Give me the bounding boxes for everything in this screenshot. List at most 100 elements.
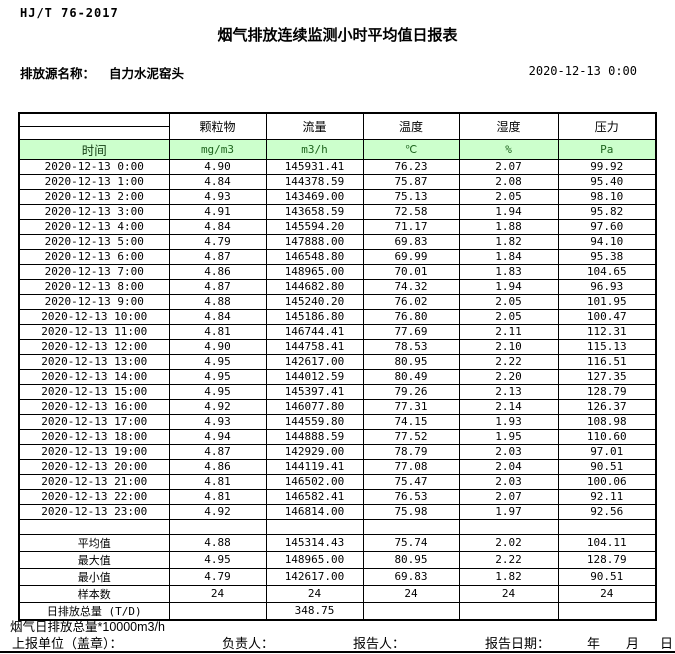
value-cell-3: 1.94: [458, 278, 559, 295]
value-cell-3: 1.97: [458, 503, 559, 520]
value-cell-2: 76.02: [362, 293, 460, 310]
value-cell-4: [557, 518, 657, 535]
summary-row: 样本数 24 24 24 24 24: [18, 584, 657, 603]
value-cell-3: 2.07: [458, 158, 559, 175]
time-cell: [18, 518, 170, 535]
value-cell-4: 128.79: [557, 383, 657, 400]
value-cell-0: 4.81: [168, 488, 267, 505]
value-cell-4: 97.60: [557, 218, 657, 235]
summary-row: 最小值 4.79 142617.00 69.83 1.82 90.51: [18, 567, 657, 586]
unit-temperature: ℃: [362, 138, 460, 160]
time-header-top-cell: [18, 112, 170, 127]
table-row: 2020-12-13 5:00 4.79 147888.00 69.83 1.82 94.…: [18, 233, 657, 250]
value-cell-4: 100.06: [557, 473, 657, 490]
header-row-top: 颗粒物 流量 温度 湿度 压力: [18, 112, 657, 140]
value-cell-1: 144559.80: [265, 413, 364, 430]
reporter-label: 报告人：: [353, 636, 406, 651]
value-cell-3: 2.08: [458, 173, 559, 190]
value-cell-2: 80.49: [362, 368, 460, 385]
value-cell-4: 24: [557, 584, 657, 603]
table-row: 2020-12-13 2:00 4.93 143469.00 75.13 2.05 98.…: [18, 188, 657, 205]
time-cell: 2020-12-13 1:00: [18, 173, 170, 190]
value-cell-1: 142617.00: [265, 567, 364, 586]
unit-humidity: %: [458, 138, 559, 160]
value-cell-3: 1.88: [458, 218, 559, 235]
time-cell: 2020-12-13 14:00: [18, 368, 170, 385]
value-cell-0: 4.88: [168, 533, 267, 552]
value-cell-3: 2.05: [458, 188, 559, 205]
value-cell-0: 4.84: [168, 218, 267, 235]
value-cell-0: 4.79: [168, 567, 267, 586]
value-cell-2: 78.53: [362, 338, 460, 355]
value-cell-2: 79.26: [362, 383, 460, 400]
time-cell: 2020-12-13 12:00: [18, 338, 170, 355]
value-cell-4: 90.51: [557, 567, 657, 586]
value-cell-2: 75.13: [362, 188, 460, 205]
value-cell-1: 142617.00: [265, 353, 364, 370]
value-cell-4: 98.10: [557, 188, 657, 205]
table-row: 2020-12-13 9:00 4.88 145240.20 76.02 2.05 101…: [18, 293, 657, 310]
table-row: 2020-12-13 16:00 4.92 146077.80 77.31 2.14 12…: [18, 398, 657, 415]
value-cell-3: 2.13: [458, 383, 559, 400]
value-cell-4: 101.95: [557, 293, 657, 310]
time-cell: 2020-12-13 0:00: [18, 158, 170, 175]
value-cell-1: 144012.59: [265, 368, 364, 385]
summary-label-cell: 样本数: [18, 584, 170, 603]
time-cell: 2020-12-13 13:00: [18, 353, 170, 370]
value-cell-2: 80.95: [362, 550, 460, 569]
value-cell-3: 1.82: [458, 567, 559, 586]
month-label: 月: [626, 636, 640, 651]
value-cell-3: 1.94: [458, 203, 559, 220]
table-row: 2020-12-13 18:00 4.94 144888.59 77.52 1.95 11…: [18, 428, 657, 445]
value-cell-1: 146744.41: [265, 323, 364, 340]
value-cell-3: [458, 518, 559, 535]
value-cell-1: 146582.41: [265, 488, 364, 505]
value-cell-4: 116.51: [557, 353, 657, 370]
value-cell-0: 4.87: [168, 278, 267, 295]
day-label: 日: [660, 636, 674, 651]
value-cell-4: 100.47: [557, 308, 657, 325]
value-cell-4: [557, 601, 657, 620]
value-cell-2: 71.17: [362, 218, 460, 235]
value-cell-2: 75.74: [362, 533, 460, 552]
report-title: 烟气排放连续监测小时平均值日报表: [217, 27, 458, 44]
report-table: 颗粒物 流量 温度 湿度 压力 时间 mg/m3 m3/h ℃ % Pa 202…: [18, 112, 657, 621]
value-cell-1: 145931.41: [265, 158, 364, 175]
time-cell: 2020-12-13 2:00: [18, 188, 170, 205]
value-cell-3: 1.84: [458, 248, 559, 265]
value-cell-1: 144119.41: [265, 458, 364, 475]
value-cell-1: 348.75: [265, 601, 364, 620]
value-cell-1: 146077.80: [265, 398, 364, 415]
summary-row: 平均值 4.88 145314.43 75.74 2.02 104.11: [18, 533, 657, 552]
manager-label: 负责人：: [222, 636, 275, 651]
table-row: 2020-12-13 22:00 4.81 146582.41 76.53 2.07 92…: [18, 488, 657, 505]
value-cell-0: 4.87: [168, 443, 267, 460]
value-cell-3: 1.82: [458, 233, 559, 250]
value-cell-2: 75.87: [362, 173, 460, 190]
value-cell-3: 2.22: [458, 550, 559, 569]
table-row: 2020-12-13 6:00 4.87 146548.80 69.99 1.84 95.…: [18, 248, 657, 265]
value-cell-0: 4.93: [168, 188, 267, 205]
value-cell-2: 24: [362, 584, 460, 603]
value-cell-2: [362, 601, 460, 620]
table-row: 2020-12-13 11:00 4.81 146744.41 77.69 2.11 11…: [18, 323, 657, 340]
time-cell: 2020-12-13 8:00: [18, 278, 170, 295]
table-row: 2020-12-13 0:00 4.90 145931.41 76.23 2.07 99.…: [18, 158, 657, 175]
time-cell: 2020-12-13 4:00: [18, 218, 170, 235]
value-cell-4: 112.31: [557, 323, 657, 340]
table-row: 2020-12-13 10:00 4.84 145186.80 76.80 2.05 10…: [18, 308, 657, 325]
value-cell-4: 94.10: [557, 233, 657, 250]
summary-label-cell: 最小值: [18, 567, 170, 586]
value-cell-2: 72.58: [362, 203, 460, 220]
value-cell-2: 77.08: [362, 458, 460, 475]
reporting-unit-label: 上报单位（盖章）：: [12, 636, 123, 651]
value-cell-2: 69.83: [362, 233, 460, 250]
time-cell: 2020-12-13 10:00: [18, 308, 170, 325]
bottom-rule: [0, 651, 675, 653]
value-cell-1: 142929.00: [265, 443, 364, 460]
value-cell-2: 69.99: [362, 248, 460, 265]
value-cell-0: 4.95: [168, 368, 267, 385]
value-cell-3: 2.05: [458, 293, 559, 310]
column-header-humidity: 湿度: [458, 112, 559, 140]
